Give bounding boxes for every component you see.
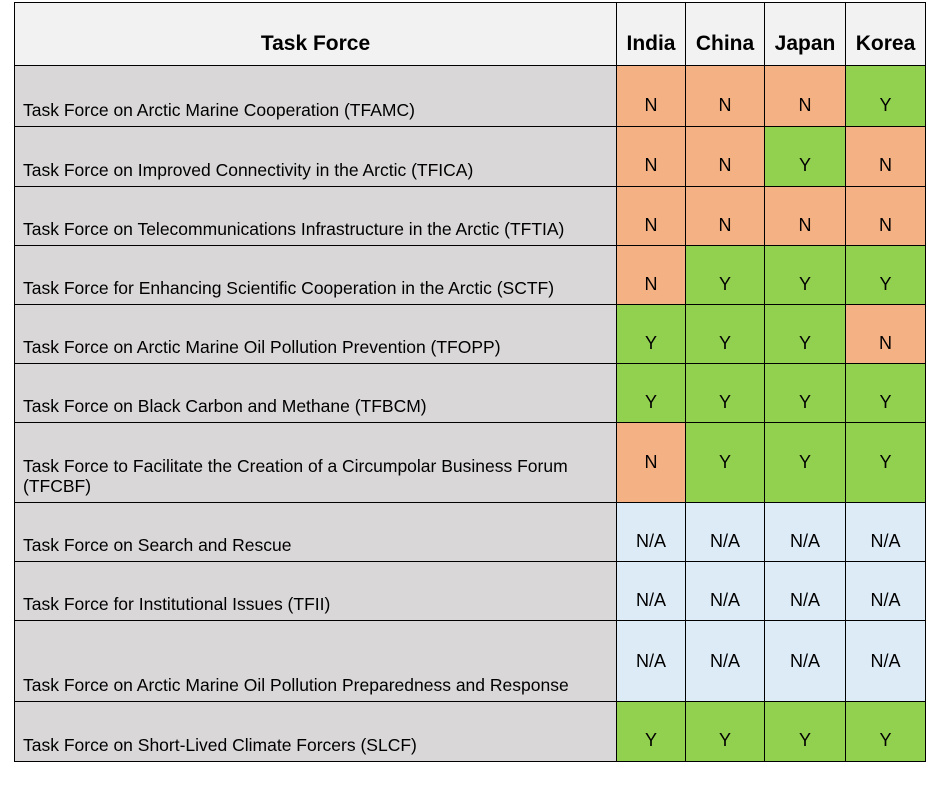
table-row: Task Force on Telecommunications Infrast… bbox=[14, 186, 926, 246]
table-row: Task Force for Enhancing Scientific Coop… bbox=[14, 245, 926, 305]
task-name: Task Force for Institutional Issues (TFI… bbox=[14, 561, 617, 621]
task-name: Task Force on Short-Lived Climate Forcer… bbox=[14, 701, 617, 762]
japan-value: N/A bbox=[764, 561, 846, 621]
korea-value: Y bbox=[845, 363, 926, 423]
india-value: N/A bbox=[616, 561, 686, 621]
india-value: N/A bbox=[616, 502, 686, 562]
table-row: Task Force on Arctic Marine Oil Pollutio… bbox=[14, 304, 926, 364]
japan-value: N/A bbox=[764, 502, 846, 562]
japan-value: Y bbox=[764, 245, 846, 305]
china-value: Y bbox=[685, 363, 765, 423]
japan-value: Y bbox=[764, 701, 846, 762]
task-force-table: Task Force India China Japan Korea Task … bbox=[14, 2, 926, 762]
task-name: Task Force to Facilitate the Creation of… bbox=[14, 422, 617, 503]
header-korea: Korea bbox=[845, 2, 926, 66]
india-value: N bbox=[616, 245, 686, 305]
japan-value: N bbox=[764, 65, 846, 127]
korea-value: Y bbox=[845, 422, 926, 503]
china-value: N bbox=[685, 65, 765, 127]
japan-value: Y bbox=[764, 126, 846, 187]
china-value: Y bbox=[685, 304, 765, 364]
korea-value: N bbox=[845, 304, 926, 364]
task-name: Task Force for Enhancing Scientific Coop… bbox=[14, 245, 617, 305]
japan-value: N bbox=[764, 186, 846, 246]
korea-value: Y bbox=[845, 701, 926, 762]
india-value: N bbox=[616, 186, 686, 246]
table-row: Task Force on Short-Lived Climate Forcer… bbox=[14, 701, 926, 762]
header-row: Task Force India China Japan Korea bbox=[14, 2, 926, 66]
korea-value: N/A bbox=[845, 561, 926, 621]
china-value: Y bbox=[685, 701, 765, 762]
china-value: N/A bbox=[685, 502, 765, 562]
table-row: Task Force on Improved Connectivity in t… bbox=[14, 126, 926, 187]
india-value: Y bbox=[616, 304, 686, 364]
header-japan: Japan bbox=[764, 2, 846, 66]
china-value: N bbox=[685, 126, 765, 187]
table-row: Task Force on Search and Rescue N/A N/A … bbox=[14, 502, 926, 562]
japan-value: N/A bbox=[764, 620, 846, 702]
korea-value: N/A bbox=[845, 620, 926, 702]
india-value: N/A bbox=[616, 620, 686, 702]
header-china: China bbox=[685, 2, 765, 66]
korea-value: N bbox=[845, 186, 926, 246]
header-task-force: Task Force bbox=[14, 2, 617, 66]
task-name: Task Force on Arctic Marine Cooperation … bbox=[14, 65, 617, 127]
china-value: N bbox=[685, 186, 765, 246]
china-value: Y bbox=[685, 245, 765, 305]
table-row: Task Force for Institutional Issues (TFI… bbox=[14, 561, 926, 621]
korea-value: N bbox=[845, 126, 926, 187]
table-row: Task Force to Facilitate the Creation of… bbox=[14, 422, 926, 503]
task-name: Task Force on Black Carbon and Methane (… bbox=[14, 363, 617, 423]
india-value: N bbox=[616, 65, 686, 127]
task-name: Task Force on Arctic Marine Oil Pollutio… bbox=[14, 304, 617, 364]
table-row: Task Force on Arctic Marine Cooperation … bbox=[14, 65, 926, 127]
table-row: Task Force on Black Carbon and Methane (… bbox=[14, 363, 926, 423]
india-value: Y bbox=[616, 363, 686, 423]
japan-value: Y bbox=[764, 422, 846, 503]
china-value: N/A bbox=[685, 620, 765, 702]
task-name: Task Force on Search and Rescue bbox=[14, 502, 617, 562]
task-name: Task Force on Telecommunications Infrast… bbox=[14, 186, 617, 246]
japan-value: Y bbox=[764, 363, 846, 423]
korea-value: Y bbox=[845, 245, 926, 305]
korea-value: N/A bbox=[845, 502, 926, 562]
task-name: Task Force on Improved Connectivity in t… bbox=[14, 126, 617, 187]
china-value: N/A bbox=[685, 561, 765, 621]
india-value: N bbox=[616, 126, 686, 187]
japan-value: Y bbox=[764, 304, 846, 364]
table-row: Task Force on Arctic Marine Oil Pollutio… bbox=[14, 620, 926, 702]
india-value: Y bbox=[616, 701, 686, 762]
task-name: Task Force on Arctic Marine Oil Pollutio… bbox=[14, 620, 617, 702]
india-value: N bbox=[616, 422, 686, 503]
header-india: India bbox=[616, 2, 686, 66]
china-value: Y bbox=[685, 422, 765, 503]
korea-value: Y bbox=[845, 65, 926, 127]
